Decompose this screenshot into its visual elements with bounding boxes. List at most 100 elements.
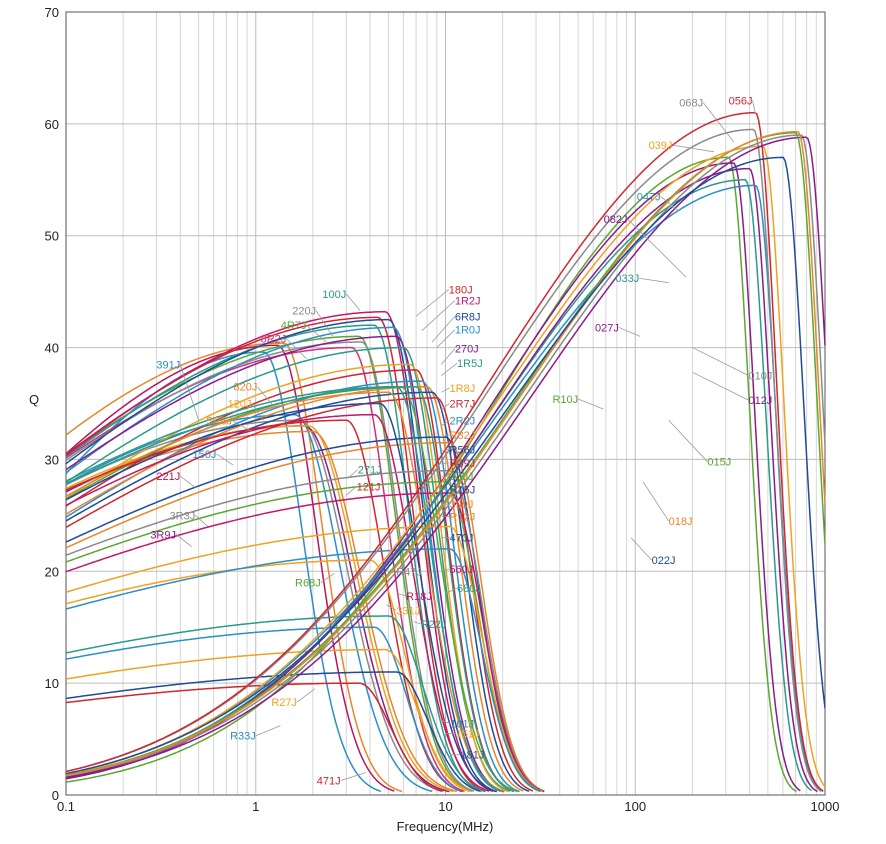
series-label-270J: 270J (455, 344, 479, 356)
leader-line (231, 419, 252, 432)
series-label-331J: 331J (396, 605, 420, 617)
leader-line (436, 329, 456, 348)
y-axis-ticks: 0 10 20 30 40 50 60 70 (45, 5, 59, 803)
series-line-R47J (65, 469, 545, 793)
series-line-010J (65, 134, 826, 778)
leader-line (180, 475, 196, 488)
y-tick-label: 40 (45, 341, 59, 356)
x-tick-label: 10 (438, 799, 452, 814)
series-label-100J: 100J (322, 289, 346, 301)
leader-line (296, 688, 316, 703)
leader-line (179, 364, 200, 421)
series-label-6R8J: 6R8J (455, 311, 481, 323)
leader-line (346, 485, 357, 496)
y-tick-label: 50 (45, 229, 59, 244)
series-label-151J: 151J (456, 728, 480, 740)
leader-line (397, 593, 407, 597)
plot-border (65, 11, 826, 796)
series-label-221J: 221J (156, 471, 180, 483)
series-label-R22J: R22J (421, 619, 447, 631)
series-label-R39J: R39J (450, 458, 476, 470)
series-line-R22J (65, 615, 486, 793)
y-tick-label: 0 (52, 788, 59, 803)
series-label-R33J: R33J (230, 731, 256, 743)
x-axis-ticks: 0.1 1 10 100 1000 (57, 799, 840, 814)
series-label-1R8J: 1R8J (450, 383, 476, 395)
series-label-R12J: R12J (450, 511, 476, 523)
x-axis-label: Frequency(MHz) (397, 819, 494, 834)
x-tick-label: 0.1 (57, 799, 75, 814)
series-line-3R3J (65, 419, 444, 793)
series-labels: 391J 221J 5R6J 150J 3R3J 3R9J 120J 820J 8R2J 4R7J… (150, 95, 772, 787)
series-line-R56J (65, 391, 530, 793)
leader-line (692, 347, 749, 376)
series-line-391J (65, 351, 382, 793)
series-label-220J: 220J (292, 306, 316, 318)
leader-line (413, 621, 421, 625)
leader-line (445, 587, 458, 595)
series-label-121J: 121J (357, 481, 381, 493)
series-label-391J: 391J (156, 359, 180, 371)
leader-line (692, 371, 749, 401)
leader-line (441, 362, 458, 376)
series-label-390J: 390J (450, 499, 474, 511)
series-line-470J (65, 402, 497, 793)
series-label-R82J: R82J (450, 430, 476, 442)
series-line-R82J (65, 385, 524, 792)
series-label-018J: 018J (669, 516, 693, 528)
series-label-3R3J: 3R3J (170, 510, 196, 522)
series-label-2R7J: 2R7J (450, 399, 476, 411)
series-label-068J: 068J (679, 98, 703, 110)
y-axis-label: Q (29, 392, 39, 407)
leader-line (441, 568, 450, 572)
leader-line (618, 327, 641, 337)
series-label-101J: 101J (450, 718, 474, 730)
series-label-560J: 560J (450, 564, 474, 576)
series-line-022J (65, 156, 826, 775)
y-tick-label: 20 (45, 564, 59, 579)
series-label-8R2J: 8R2J (261, 334, 287, 346)
leader-line (630, 537, 652, 561)
series-line-271J (65, 385, 503, 793)
leader-line (175, 534, 193, 547)
series-line-121J (65, 419, 463, 793)
series-line-220J (65, 341, 475, 792)
leader-line (320, 573, 335, 583)
leader-line (386, 604, 397, 611)
series-label-082J: 082J (604, 214, 628, 226)
series-label-027J: 027J (595, 322, 619, 334)
series-label-120J: 120J (228, 399, 252, 411)
series-line-R18J (65, 492, 545, 793)
series-label-181J: 181J (461, 750, 485, 762)
series-label-820J: 820J (234, 382, 258, 394)
x-tick-label: 1000 (811, 799, 840, 814)
series-line-R39J (65, 397, 534, 792)
series-line-R12J (65, 441, 545, 792)
series-line-R27J (65, 525, 543, 793)
leader-line (639, 277, 669, 284)
plot-frame (65, 11, 826, 796)
series-label-012J: 012J (748, 395, 772, 407)
leader-line (257, 386, 277, 410)
series-line-1R5J (65, 346, 511, 792)
series-label-R15J: R15J (450, 485, 476, 497)
series-label-2R2J: 2R2J (450, 415, 476, 427)
leader-line (439, 719, 451, 724)
series-line-056J (65, 111, 824, 792)
leader-line (415, 289, 449, 317)
series-line-R33J (65, 548, 541, 792)
leader-line (340, 772, 366, 781)
series-line-471J (65, 682, 442, 793)
series-label-3R9J: 3R9J (150, 529, 176, 541)
series-label-1R2J: 1R2J (455, 296, 481, 308)
leader-line (345, 293, 361, 311)
series-label-330J: 330J (450, 471, 474, 483)
series-line-151J (65, 648, 471, 792)
series-label-047J: 047J (637, 192, 661, 204)
series-label-150J: 150J (192, 449, 216, 461)
leader-line (441, 387, 450, 393)
series-label-R27J: R27J (271, 697, 297, 709)
series-label-R56J: R56J (450, 444, 476, 456)
series-label-R47J: R47J (396, 566, 422, 578)
